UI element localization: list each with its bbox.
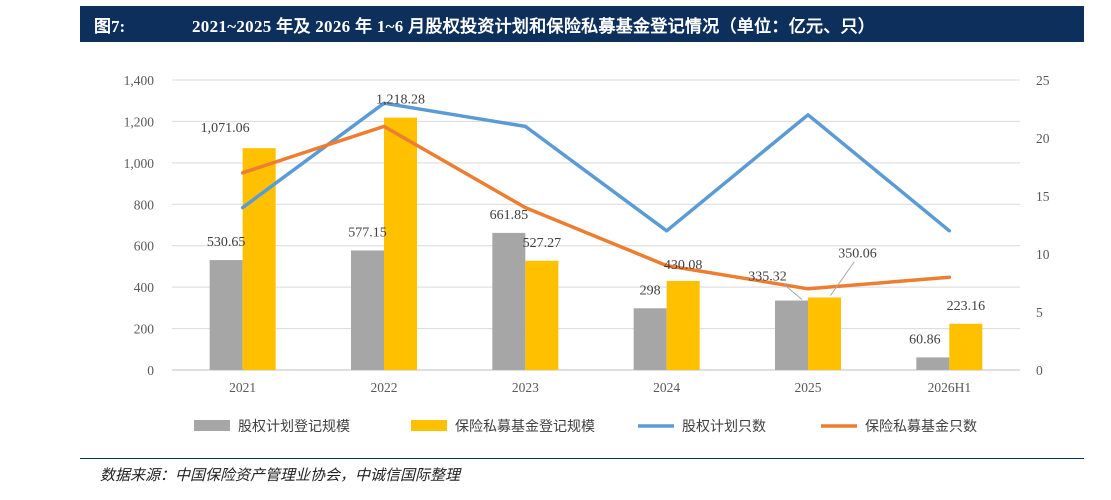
figure-label: 图7:	[94, 16, 126, 36]
data-label-private-fund-scale: 527.27	[523, 236, 562, 251]
bar-private-fund-scale	[525, 260, 559, 370]
bars	[209, 117, 983, 370]
legend-label: 股权计划登记规模	[238, 419, 350, 435]
left-tick-label: 1,000	[124, 156, 155, 171]
data-label-equity-plan-scale: 530.65	[207, 235, 246, 250]
source-note: 数据来源：中国保险资产管理业协会，中诚信国际整理	[100, 466, 461, 484]
x-tick-label: 2024	[653, 380, 680, 395]
bar-private-fund-scale	[666, 280, 700, 370]
data-label-equity-plan-scale: 60.86	[909, 332, 941, 347]
right-tick-label: 15	[1036, 189, 1050, 204]
legend-swatch	[194, 420, 230, 431]
figure-header: 图7: 2021~2025 年及 2026 年 1~6 月股权投资计划和保险私募…	[80, 6, 1084, 42]
data-label-equity-plan-scale: 577.15	[348, 225, 387, 240]
right-tick-label: 20	[1036, 131, 1050, 146]
bar-private-fund-scale	[384, 117, 417, 370]
data-labels: 530.65 1,071.06 577.15 1,218.28 661.85 527.27…	[201, 93, 985, 348]
x-axis: 2021 2022 2023 2024 2025 2026H1	[229, 380, 971, 395]
data-label-private-fund-scale: 350.06	[838, 246, 877, 261]
line-equity-plan-count	[240, 101, 952, 233]
data-label-equity-plan-scale: 335.32	[748, 270, 787, 285]
x-tick-label: 2023	[512, 380, 539, 395]
left-tick-label: 0	[147, 363, 154, 378]
bar-private-fund-scale	[242, 148, 276, 370]
left-tick-label: 400	[134, 280, 155, 295]
right-axis: 0 5 10 15 20 25	[1036, 73, 1050, 378]
bar-equity-plan-scale	[351, 250, 384, 370]
bar-equity-plan-scale	[492, 232, 526, 370]
bar-equity-plan-scale	[775, 300, 808, 370]
x-tick-label: 2022	[371, 380, 398, 395]
bar-equity-plan-scale	[633, 308, 667, 370]
bar-private-fund-scale	[949, 323, 983, 370]
left-axis: 0 200 400 600 800 1,000 1,200 1,400	[124, 73, 155, 378]
legend-label: 保险私募基金登记规模	[455, 418, 595, 435]
data-label-private-fund-scale: 1,071.06	[201, 121, 250, 136]
right-tick-label: 0	[1036, 363, 1043, 378]
legend: 股权计划登记规模 保险私募基金登记规模 股权计划只数 保险私募基金只数	[194, 418, 977, 435]
bar-equity-plan-scale	[916, 357, 950, 370]
left-tick-label: 600	[134, 239, 155, 254]
data-label-private-fund-scale: 430.08	[664, 258, 703, 273]
x-tick-label: 2021	[229, 380, 256, 395]
x-tick-label: 2025	[795, 380, 822, 395]
legend-label: 股权计划只数	[682, 419, 766, 435]
line-private-fund-count	[240, 124, 952, 291]
legend-label: 保险私募基金只数	[865, 418, 977, 435]
data-label-equity-plan-scale: 298	[640, 283, 661, 298]
data-label-equity-plan-scale: 661.85	[490, 208, 529, 223]
data-label-private-fund-scale: 1,218.28	[376, 93, 425, 108]
left-tick-label: 200	[134, 322, 155, 337]
left-tick-label: 1,400	[124, 73, 155, 88]
right-tick-label: 5	[1036, 305, 1043, 320]
footer-divider	[80, 458, 1084, 459]
legend-swatch	[411, 420, 447, 431]
right-tick-label: 25	[1036, 73, 1050, 88]
left-tick-label: 800	[134, 197, 155, 212]
label-leader-line	[830, 261, 855, 296]
label-leader-line	[783, 284, 803, 300]
bar-equity-plan-scale	[209, 260, 243, 370]
bar-private-fund-scale	[808, 297, 841, 370]
lines	[240, 101, 952, 291]
right-tick-label: 10	[1036, 247, 1050, 262]
gridlines	[172, 79, 1020, 371]
left-tick-label: 1,200	[124, 114, 155, 129]
x-tick-label: 2026H1	[928, 380, 972, 395]
chart-title: 2021~2025 年及 2026 年 1~6 月股权投资计划和保险私募基金登记…	[192, 16, 876, 36]
data-label-private-fund-scale: 223.16	[947, 299, 986, 314]
